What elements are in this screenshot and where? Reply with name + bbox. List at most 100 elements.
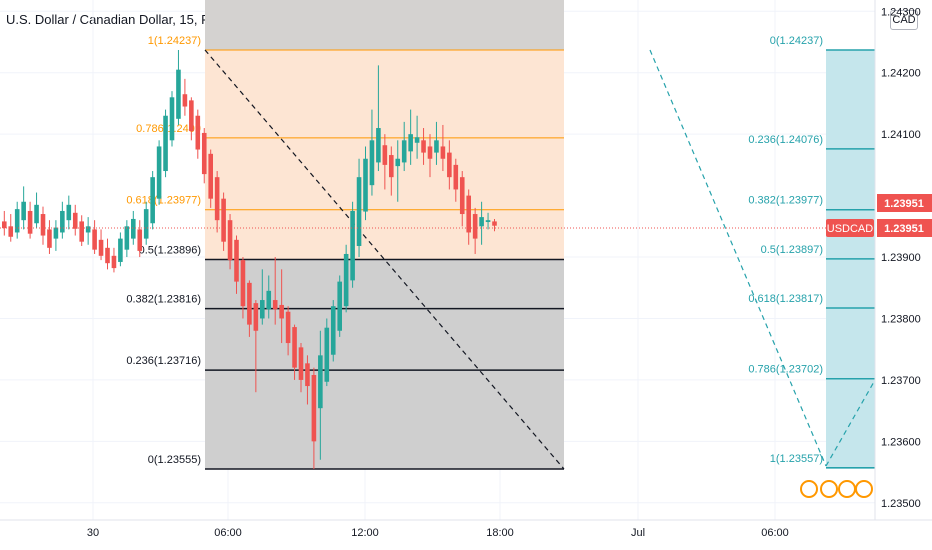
fib-level-label: 0.5(1.23896) [139, 245, 201, 257]
candle-body [27, 210, 33, 234]
candle-body [472, 214, 478, 239]
fib-level-label: 0(1.24237) [770, 35, 823, 47]
right-fib-levels: 0(1.24237) 0.236(1.24076) 0.382(1.23977) 0.… [748, 35, 875, 469]
flag-event-icon[interactable] [820, 480, 838, 498]
candle-body [214, 177, 220, 221]
candle-body [137, 229, 143, 251]
candle-body [124, 226, 130, 250]
candle-body [389, 155, 394, 178]
candle-body [279, 304, 284, 319]
candle-body [421, 140, 426, 153]
price-tick-label: 1.24300 [881, 6, 921, 18]
candle-body [382, 145, 388, 165]
last-price-tag-bg [877, 219, 932, 237]
candle-body [453, 164, 459, 190]
candle-body [408, 134, 413, 152]
candle-body [98, 239, 104, 256]
candle-body [189, 100, 194, 132]
fib-level-label: 0.236(1.23716) [126, 355, 201, 367]
candle-body [227, 220, 233, 261]
candle-body [285, 311, 291, 344]
candle-body [176, 69, 181, 119]
candle-body [395, 158, 401, 167]
candle-body [298, 347, 304, 380]
candle-body [34, 204, 39, 224]
time-tick-label: 06:00 [761, 527, 789, 539]
candle-body [305, 363, 310, 387]
candle-body [369, 140, 375, 186]
candle-body [156, 146, 162, 199]
symbol-price-tag: USDCAD 1.23951 1.23951 [826, 194, 932, 237]
candle-body [163, 115, 168, 172]
right-trend-line-up[interactable] [825, 379, 876, 467]
candle-body [330, 306, 336, 355]
candle-body [266, 290, 272, 310]
candle-body [221, 198, 226, 242]
candle-body [8, 226, 14, 237]
fib-level-label: 1(1.23557) [770, 453, 823, 465]
fib-level-label: 1(1.24237) [148, 35, 201, 47]
candle-body [447, 152, 452, 178]
fib-level-label: 0.786(1.23702) [748, 364, 823, 376]
fib-lower-zone [205, 260, 564, 469]
candle-body [169, 97, 175, 141]
candle-body [427, 146, 433, 159]
candle-body [66, 204, 72, 221]
candle-body [324, 327, 330, 382]
price-tick-label: 1.23900 [881, 252, 921, 264]
candle-body [311, 375, 317, 442]
price-axis[interactable]: 1.24300 1.24200 1.24100 1.23900 1.23800 1.237… [881, 6, 921, 509]
event-icons[interactable] [800, 480, 873, 498]
candles [2, 50, 497, 469]
candle-body [143, 209, 149, 239]
flag-event-icon[interactable] [855, 480, 873, 498]
time-tick-label: Jul [631, 527, 645, 539]
candle-body [253, 303, 259, 331]
candle-body [240, 260, 246, 307]
candle-body [337, 281, 342, 331]
candle-body [440, 146, 446, 159]
flag-event-icon[interactable] [838, 480, 856, 498]
fib-level-label: 0.5(1.23897) [761, 244, 823, 256]
right-trend-line-down[interactable] [649, 49, 827, 467]
candle-body [492, 221, 497, 226]
time-axis[interactable]: 30 06:00 12:00 18:00 Jul 06:00 [87, 527, 789, 539]
candle-body [111, 255, 117, 269]
candle-body [343, 253, 349, 307]
fib-level-label: 0.786(1.2409 [136, 123, 201, 135]
fib-level-label: 0.382(1.23977) [748, 195, 823, 207]
candle-body [247, 282, 252, 325]
candle-body [131, 218, 136, 239]
fib-level-label: 0.618(1.23817) [748, 293, 823, 305]
price-tick-label: 1.23700 [881, 375, 921, 387]
fib-level-label: 0.382(1.23816) [126, 294, 201, 306]
candle-body [208, 153, 213, 199]
candle-body [479, 217, 484, 227]
time-tick-label: 12:00 [351, 527, 379, 539]
candle-body [350, 210, 355, 281]
candle-body [272, 300, 278, 310]
candle-body [466, 195, 471, 233]
candle-body [60, 210, 65, 233]
fib-top-grey-zone [205, 0, 564, 50]
price-tick-label: 1.23800 [881, 313, 921, 325]
candle-body [72, 212, 78, 229]
left-trend-line[interactable] [204, 49, 565, 470]
candle-body [40, 214, 46, 236]
price-tick-label: 1.24200 [881, 68, 921, 80]
candle-body [105, 247, 110, 264]
fib-level-label: 0.618(1.23977) [126, 195, 201, 207]
candle-body [150, 177, 155, 224]
candle-body [53, 227, 59, 239]
candle-body [79, 221, 84, 242]
fib-level-label: 0.236(1.24076) [748, 134, 823, 146]
candle-body [201, 132, 207, 175]
currency-badge[interactable]: CAD [890, 10, 918, 30]
candle-body [414, 137, 420, 143]
left-fib-levels: 1(1.24237) 0.786(1.2409 0.618(1.23977) 0.5(… [126, 35, 564, 470]
candle-body [363, 158, 368, 212]
flag-event-icon[interactable] [800, 480, 818, 498]
candle-body [182, 94, 188, 107]
time-tick-label: 18:00 [486, 527, 514, 539]
